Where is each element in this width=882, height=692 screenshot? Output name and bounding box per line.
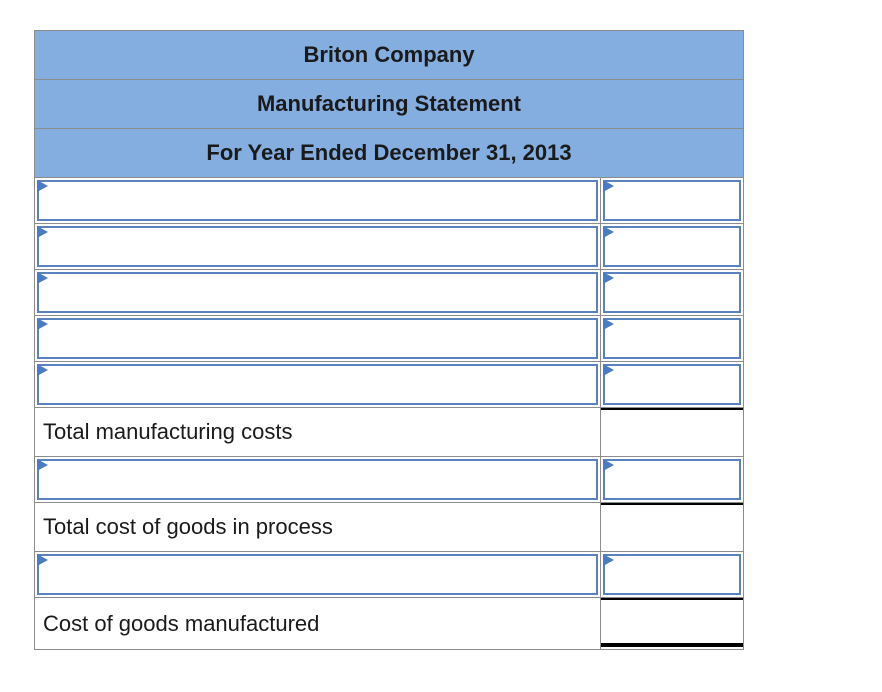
cost-goods-manufactured-label: Cost of goods manufactured bbox=[43, 610, 320, 636]
dropdown-marker-icon bbox=[37, 459, 48, 471]
cost-goods-manufactured-row: Cost of goods manufactured bbox=[35, 598, 743, 649]
dropdown-marker-icon bbox=[37, 554, 48, 566]
total-manufacturing-costs-amount[interactable] bbox=[601, 408, 743, 457]
dropdown-marker-icon bbox=[37, 226, 48, 238]
amount-input[interactable] bbox=[601, 316, 743, 362]
dropdown-marker-icon bbox=[37, 272, 48, 284]
account-dropdown[interactable] bbox=[35, 457, 601, 503]
account-dropdown[interactable] bbox=[35, 552, 601, 598]
table-row bbox=[35, 178, 743, 224]
amount-input[interactable] bbox=[601, 552, 743, 598]
amount-input[interactable] bbox=[601, 270, 743, 316]
dropdown-marker-icon bbox=[37, 318, 48, 330]
total-cost-goods-in-process-label-cell: Total cost of goods in process bbox=[35, 503, 601, 552]
table-row bbox=[35, 316, 743, 362]
company-name: Briton Company bbox=[35, 31, 743, 80]
total-cost-goods-in-process-amount[interactable] bbox=[601, 503, 743, 552]
cost-goods-manufactured-amount[interactable] bbox=[601, 598, 743, 649]
input-marker-icon bbox=[603, 226, 614, 238]
dropdown-marker-icon bbox=[37, 364, 48, 376]
input-marker-icon bbox=[603, 364, 614, 376]
amount-input[interactable] bbox=[601, 362, 743, 408]
table-row bbox=[35, 224, 743, 270]
total-manufacturing-costs-label: Total manufacturing costs bbox=[43, 419, 293, 444]
account-dropdown[interactable] bbox=[35, 270, 601, 316]
total-cost-goods-in-process-row: Total cost of goods in process bbox=[35, 503, 743, 552]
amount-input[interactable] bbox=[601, 224, 743, 270]
total-manufacturing-costs-row: Total manufacturing costs bbox=[35, 408, 743, 457]
account-dropdown[interactable] bbox=[35, 362, 601, 408]
statement-title: Manufacturing Statement bbox=[35, 80, 743, 129]
input-marker-icon bbox=[603, 554, 614, 566]
table-row bbox=[35, 552, 743, 598]
table-row bbox=[35, 362, 743, 408]
manufacturing-statement-table: Briton Company Manufacturing Statement F… bbox=[34, 30, 744, 650]
amount-input[interactable] bbox=[601, 457, 743, 503]
statement-period: For Year Ended December 31, 2013 bbox=[35, 129, 743, 178]
amount-input[interactable] bbox=[601, 178, 743, 224]
total-manufacturing-costs-label-cell: Total manufacturing costs bbox=[35, 408, 601, 457]
account-dropdown[interactable] bbox=[35, 178, 601, 224]
account-dropdown[interactable] bbox=[35, 316, 601, 362]
double-underline bbox=[601, 643, 743, 647]
cost-goods-manufactured-label-cell: Cost of goods manufactured bbox=[35, 598, 601, 649]
table-row bbox=[35, 270, 743, 316]
input-marker-icon bbox=[603, 318, 614, 330]
account-dropdown[interactable] bbox=[35, 224, 601, 270]
dropdown-marker-icon bbox=[37, 180, 48, 192]
input-marker-icon bbox=[603, 272, 614, 284]
input-marker-icon bbox=[603, 180, 614, 192]
table-row bbox=[35, 457, 743, 503]
input-marker-icon bbox=[603, 459, 614, 471]
total-cost-goods-in-process-label: Total cost of goods in process bbox=[43, 514, 333, 539]
